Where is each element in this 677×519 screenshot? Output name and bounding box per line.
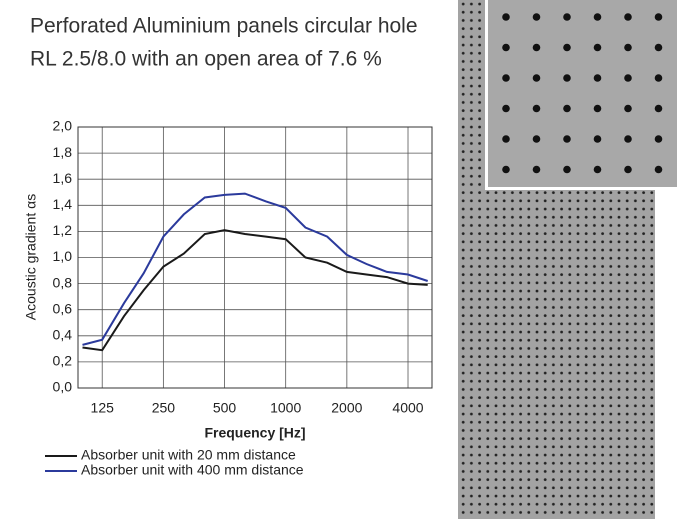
chart: Perforated Aluminium panels circular hol… bbox=[0, 0, 677, 519]
y-tick-label: 1,0 bbox=[53, 248, 73, 264]
y-tick-label: 1,8 bbox=[53, 144, 73, 160]
series-line bbox=[83, 230, 428, 350]
x-tick-label: 1000 bbox=[270, 400, 301, 416]
y-tick-label: 0,4 bbox=[53, 327, 73, 343]
y-tick-label: 0,8 bbox=[53, 274, 73, 290]
series-line bbox=[83, 194, 428, 345]
y-tick-label: 0,0 bbox=[53, 379, 73, 395]
y-tick-label: 1,4 bbox=[53, 196, 73, 212]
chart-subtitle: RL 2.5/8.0 with an open area of 7.6 % bbox=[30, 48, 382, 71]
legend-label: Absorber unit with 400 mm distance bbox=[81, 462, 304, 478]
x-tick-label: 125 bbox=[91, 400, 115, 416]
x-axis-label: Frequency [Hz] bbox=[204, 425, 305, 441]
y-tick-label: 1,6 bbox=[53, 170, 73, 186]
panel-zoom bbox=[488, 0, 677, 187]
y-tick-label: 2,0 bbox=[53, 118, 73, 134]
y-axis-label: Acoustic gradient αs bbox=[23, 194, 39, 320]
x-tick-label: 4000 bbox=[392, 400, 423, 416]
legend-label: Absorber unit with 20 mm distance bbox=[81, 447, 296, 463]
y-tick-label: 0,6 bbox=[53, 300, 73, 316]
chart-title: Perforated Aluminium panels circular hol… bbox=[30, 15, 418, 38]
y-tick-label: 1,2 bbox=[53, 222, 73, 238]
x-tick-label: 2000 bbox=[331, 400, 362, 416]
x-tick-label: 500 bbox=[213, 400, 237, 416]
y-tick-label: 0,2 bbox=[53, 353, 73, 369]
x-tick-label: 250 bbox=[152, 400, 176, 416]
